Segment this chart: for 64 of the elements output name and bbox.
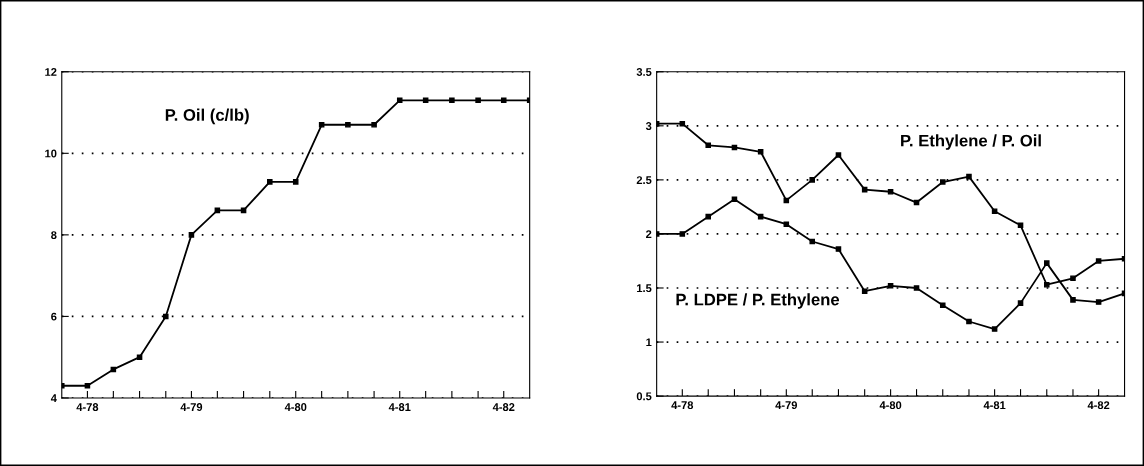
y-tick-label: 0.5	[636, 392, 652, 401]
y-tick-label: 12	[45, 68, 57, 76]
y-tick-label: 1	[646, 338, 652, 347]
point	[84, 382, 91, 389]
point	[835, 152, 842, 158]
point	[679, 231, 686, 237]
point	[371, 121, 377, 128]
y-tick-label: 1.5	[637, 284, 652, 293]
point	[809, 177, 816, 183]
point	[267, 179, 273, 185]
x-tick-label: 4-79	[775, 401, 798, 410]
x-tick-label: 4-80	[879, 401, 902, 410]
point	[913, 285, 920, 291]
y-tick-label: 10	[45, 149, 57, 158]
point	[939, 179, 946, 185]
text: P. Oil (c/lb)	[165, 108, 249, 125]
x-tick-label: 4-81	[983, 401, 1006, 410]
x-tick-label: 4-81	[388, 403, 411, 411]
point	[939, 302, 946, 309]
point	[345, 121, 351, 128]
point	[1095, 258, 1102, 264]
point	[163, 313, 169, 320]
point	[500, 97, 507, 104]
point	[188, 232, 195, 238]
y-tick-label: 2	[646, 230, 652, 238]
y-tick-label: 3	[645, 122, 652, 130]
point	[475, 97, 481, 104]
point	[1095, 299, 1102, 305]
point	[757, 148, 764, 155]
point	[809, 238, 816, 245]
point	[1017, 300, 1024, 306]
point	[318, 121, 325, 128]
point	[705, 213, 712, 220]
point	[835, 246, 842, 252]
point	[1043, 281, 1050, 288]
y-tick-label: 2.5	[636, 176, 652, 185]
point	[991, 208, 998, 215]
point	[783, 221, 790, 227]
point	[1070, 275, 1076, 282]
y-tick-label: 8	[51, 231, 57, 239]
point	[705, 142, 712, 149]
point	[966, 318, 972, 325]
point	[966, 173, 972, 180]
point	[292, 179, 299, 185]
series-label: P. LDPE / P. Ethylene	[676, 293, 840, 309]
series-label: P. Ethylene / P. Oil	[901, 134, 1041, 150]
x-tick-label: 4-82	[1087, 401, 1110, 410]
point	[1043, 260, 1050, 266]
point	[887, 188, 894, 195]
y-tick-label: 4	[50, 394, 57, 402]
point	[1070, 297, 1076, 303]
point	[887, 283, 894, 289]
x-tick-label: 4-78	[76, 403, 99, 411]
point	[991, 326, 998, 332]
x-tick-label: 4-82	[492, 403, 515, 411]
y-tick-label: 6	[51, 312, 57, 321]
point	[861, 288, 868, 295]
x-tick-label: 4-80	[284, 403, 307, 411]
point	[136, 354, 143, 360]
x-tick-label: 4-79	[180, 403, 203, 411]
point	[449, 97, 455, 104]
y-tick-label: 3.5	[636, 68, 652, 76]
x-tick-label: 4-78	[671, 401, 694, 410]
point	[396, 97, 403, 104]
